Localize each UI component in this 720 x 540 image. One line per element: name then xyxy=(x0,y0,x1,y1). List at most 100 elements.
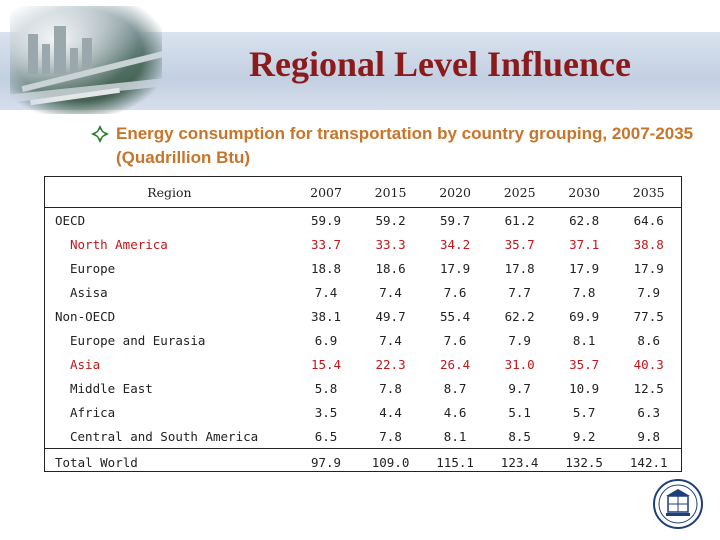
table-cell: 115.1 xyxy=(422,448,488,475)
table-row: Africa 3.5 4.4 4.6 5.1 5.7 6.3 xyxy=(45,400,681,424)
table-cell: 4.4 xyxy=(379,404,402,420)
table-cell: 5.8 xyxy=(314,380,338,396)
table-row: OECD 59.9 59.2 59.7 61.2 62.8 64.6 xyxy=(45,208,681,233)
table-cell: 35.7 xyxy=(569,356,600,372)
table-cell: 33.3 xyxy=(375,236,406,252)
table-cell: 109.0 xyxy=(358,448,423,475)
table-cell: 10.9 xyxy=(569,380,600,396)
table-cell: 17.9 xyxy=(569,260,600,276)
row-label: North America xyxy=(70,236,168,252)
table-cell: 69.9 xyxy=(569,308,600,324)
header-year: 2035 xyxy=(616,177,681,208)
table-cell: 77.5 xyxy=(633,308,664,324)
table-cell: 33.7 xyxy=(310,236,342,252)
table-cell: 61.2 xyxy=(504,212,535,228)
table-cell: 7.4 xyxy=(314,284,338,300)
table-cell: 5.7 xyxy=(572,404,596,420)
row-label: Non-OECD xyxy=(55,308,116,324)
row-label: Asisa xyxy=(70,284,108,300)
table-cell: 7.7 xyxy=(508,284,531,300)
table-cell: 64.6 xyxy=(633,212,664,228)
table-cell: 8.6 xyxy=(637,332,660,348)
table-cell: 8.1 xyxy=(443,428,467,444)
table-cell: 40.3 xyxy=(633,356,664,372)
table-cell: 38.8 xyxy=(633,236,664,252)
table-cell: 37.1 xyxy=(569,236,600,252)
university-seal-icon xyxy=(653,479,703,529)
row-label: Africa xyxy=(70,404,116,420)
table-cell: 17.8 xyxy=(504,260,535,276)
table-cell: 7.6 xyxy=(443,284,467,300)
header-year: 2007 xyxy=(293,177,359,208)
table-cell: 35.7 xyxy=(504,236,535,252)
table-cell: 7.6 xyxy=(443,332,467,348)
table-row: Middle East 5.8 7.8 8.7 9.7 10.9 12.5 xyxy=(45,376,681,400)
table-cell: 7.8 xyxy=(379,380,402,396)
table-cell: 34.2 xyxy=(440,236,471,252)
table-cell: 142.1 xyxy=(616,448,681,475)
table-cell: 26.4 xyxy=(440,356,471,372)
table-cell: 123.4 xyxy=(487,448,552,475)
table-cell: 7.4 xyxy=(379,284,402,300)
table-cell: 59.7 xyxy=(440,212,471,228)
table-cell: 9.7 xyxy=(508,380,531,396)
table-cell: 7.9 xyxy=(637,284,660,300)
header-year: 2015 xyxy=(358,177,423,208)
table-row: North America 33.7 33.3 34.2 35.7 37.1 38.8 xyxy=(45,232,681,256)
table-cell: 6.3 xyxy=(637,404,660,420)
table-row: Asia 15.4 22.3 26.4 31.0 35.7 40.3 xyxy=(45,352,681,376)
table-cell: 132.5 xyxy=(551,448,617,475)
table-cell: 7.8 xyxy=(379,428,402,444)
row-label: OECD xyxy=(55,212,86,228)
table-cell: 62.2 xyxy=(504,308,535,324)
table-cell: 17.9 xyxy=(440,260,471,276)
page-title: Regional Level Influence xyxy=(249,44,631,84)
header-year: 2020 xyxy=(422,177,488,208)
table-row: Total World 97.9 109.0 115.1 123.4 132.5 142.1 xyxy=(45,448,681,475)
table-cell: 97.9 xyxy=(293,448,359,475)
row-label: Total World xyxy=(45,448,294,475)
table-row: Central and South America 6.5 7.8 8.1 8.5 9.2… xyxy=(45,424,681,449)
diamond-bullet-icon xyxy=(91,125,109,143)
table-cell: 5.1 xyxy=(508,404,531,420)
table-cell: 7.4 xyxy=(379,332,402,348)
table-cell: 17.9 xyxy=(633,260,664,276)
row-label: Europe xyxy=(70,260,116,276)
table-cell: 12.5 xyxy=(633,380,664,396)
table-row: Europe 18.8 18.6 17.9 17.8 17.9 17.9 xyxy=(45,256,681,280)
table-cell: 18.8 xyxy=(310,260,342,276)
table-cell: 8.5 xyxy=(508,428,531,444)
table-row: Europe and Eurasia 6.9 7.4 7.6 7.9 8.1 8.6 xyxy=(45,328,681,352)
row-label: Middle East xyxy=(70,380,153,396)
city-highway-photo xyxy=(10,6,162,114)
table-row: Non-OECD 38.1 49.7 55.4 62.2 69.9 77.5 xyxy=(45,304,681,328)
energy-table: Region 2007 2015 2020 2025 2030 2035 OECD 59.9 59… xyxy=(44,176,682,475)
table-cell: 7.9 xyxy=(508,332,531,348)
table-cell: 62.8 xyxy=(569,212,600,228)
table-cell: 55.4 xyxy=(440,308,471,324)
table-cell: 38.1 xyxy=(310,308,342,324)
table-cell: 9.8 xyxy=(637,428,660,444)
table-cell: 31.0 xyxy=(504,356,535,372)
table-cell: 8.1 xyxy=(572,332,596,348)
table-cell: 8.7 xyxy=(443,380,467,396)
row-label: Asia xyxy=(70,356,101,372)
table-cell: 4.6 xyxy=(443,404,467,420)
table-cell: 6.9 xyxy=(314,332,338,348)
table-cell: 49.7 xyxy=(375,308,406,324)
table-cell: 7.8 xyxy=(572,284,596,300)
header-year: 2025 xyxy=(487,177,552,208)
table-cell: 3.5 xyxy=(314,404,338,420)
table-cell: 59.9 xyxy=(310,212,342,228)
header-region: Region xyxy=(45,177,294,208)
table-cell: 59.2 xyxy=(375,212,406,228)
table-cell: 9.2 xyxy=(572,428,596,444)
table-cell: 22.3 xyxy=(375,356,406,372)
table-cell: 15.4 xyxy=(310,356,342,372)
row-label: Europe and Eurasia xyxy=(70,332,206,348)
table-row: Asisa 7.4 7.4 7.6 7.7 7.8 7.9 xyxy=(45,280,681,304)
header-year: 2030 xyxy=(551,177,617,208)
energy-consumption-table: Region 2007 2015 2020 2025 2030 2035 OECD 59.9 59… xyxy=(45,177,681,475)
table-header-row: Region 2007 2015 2020 2025 2030 2035 xyxy=(45,177,681,208)
table-cell: 6.5 xyxy=(314,428,338,444)
